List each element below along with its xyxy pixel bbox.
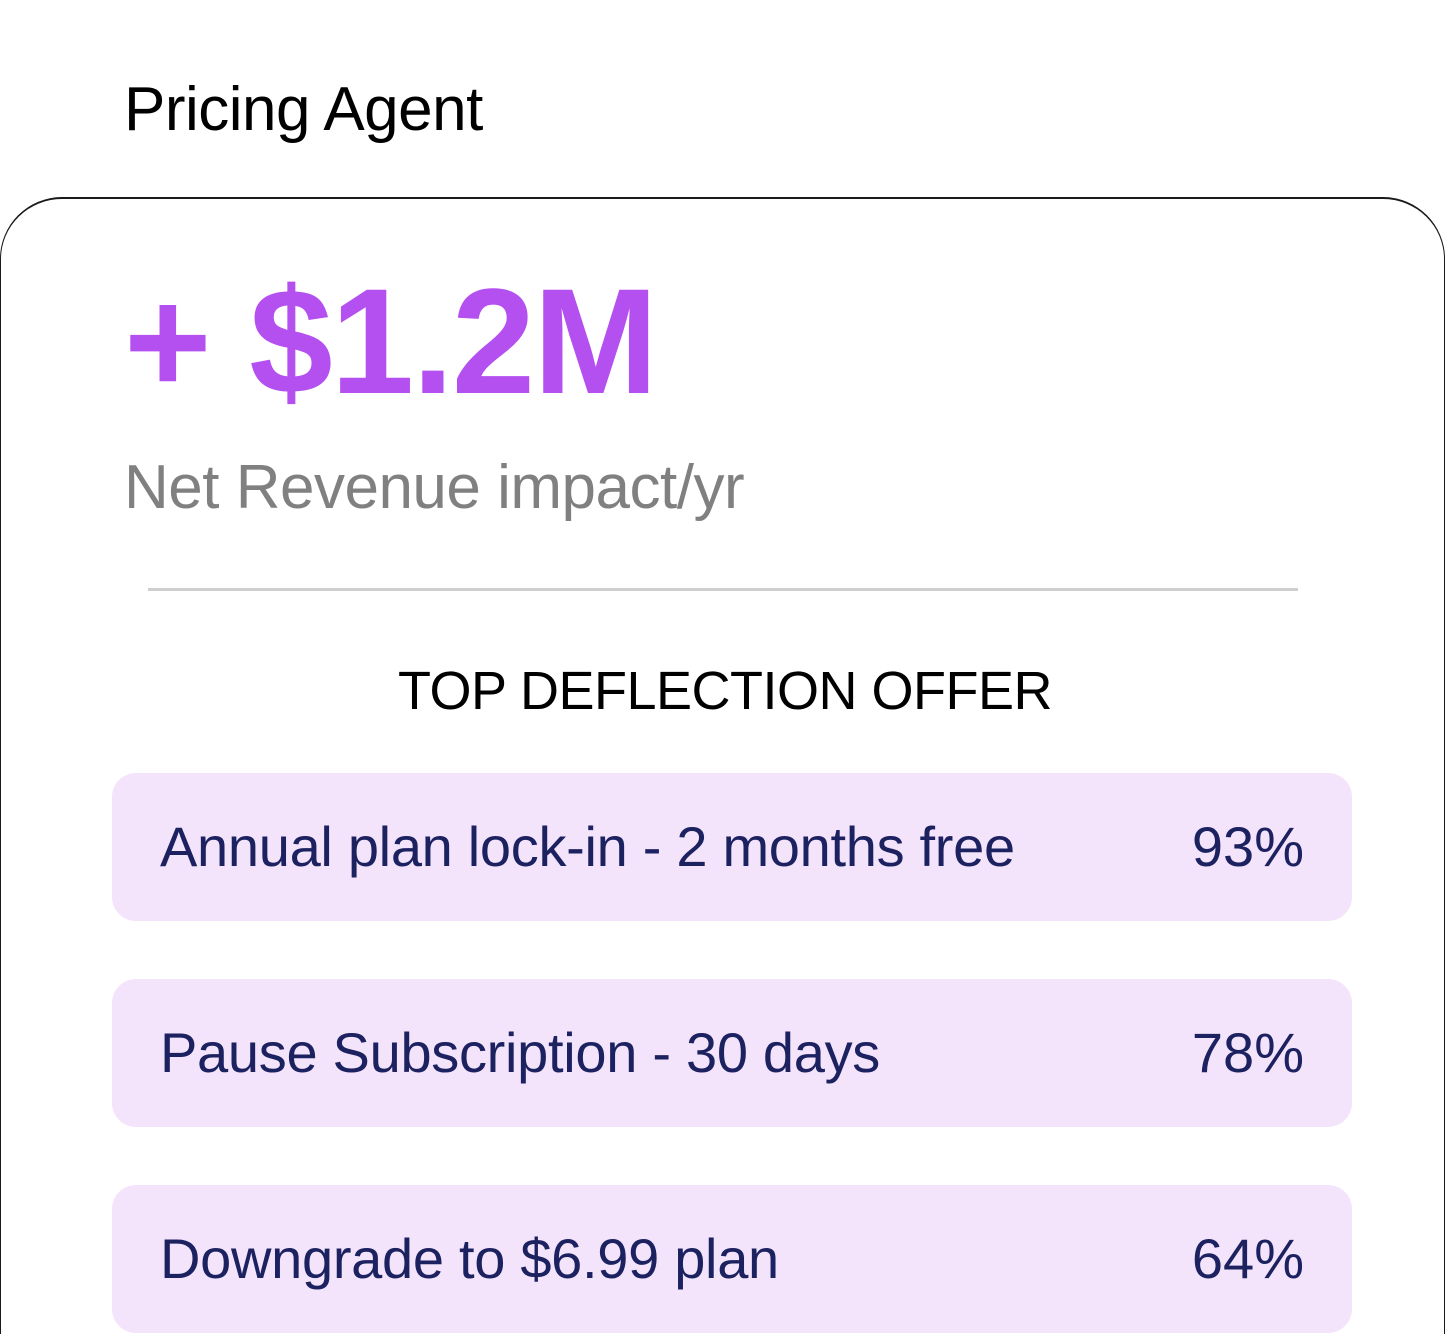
page-title: Pricing Agent xyxy=(124,75,483,144)
offer-rate: 93% xyxy=(1191,815,1304,878)
offer-label: Annual plan lock-in - 2 months free xyxy=(160,815,1015,878)
offer-row-downgrade[interactable]: Downgrade to $6.99 plan 64% xyxy=(112,1185,1352,1333)
offer-label: Pause Subscription - 30 days xyxy=(160,1021,881,1084)
revenue-card xyxy=(0,197,1445,1334)
offer-row-annual-plan[interactable]: Annual plan lock-in - 2 months free 93% xyxy=(112,773,1352,921)
offers-heading: TOP DEFLECTION OFFER xyxy=(397,661,1053,721)
offer-rate: 78% xyxy=(1191,1021,1304,1084)
net-revenue-caption: Net Revenue impact/yr xyxy=(124,453,745,522)
offer-label: Downgrade to $6.99 plan xyxy=(160,1227,779,1290)
net-revenue-value: + $1.2M xyxy=(124,257,658,425)
offer-row-pause-subscription[interactable]: Pause Subscription - 30 days 78% xyxy=(112,979,1352,1127)
offer-rate: 64% xyxy=(1191,1227,1304,1290)
section-divider xyxy=(148,588,1298,591)
